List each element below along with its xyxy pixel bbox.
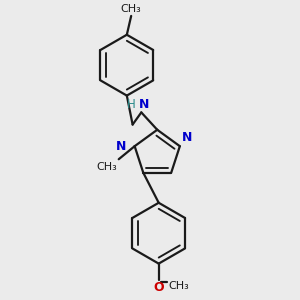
Text: H: H: [127, 98, 136, 111]
Text: CH₃: CH₃: [168, 281, 189, 291]
Text: N: N: [116, 140, 127, 153]
Text: CH₃: CH₃: [121, 4, 142, 14]
Text: N: N: [139, 98, 149, 111]
Text: O: O: [153, 281, 164, 294]
Text: CH₃: CH₃: [97, 161, 117, 172]
Text: N: N: [182, 131, 193, 144]
